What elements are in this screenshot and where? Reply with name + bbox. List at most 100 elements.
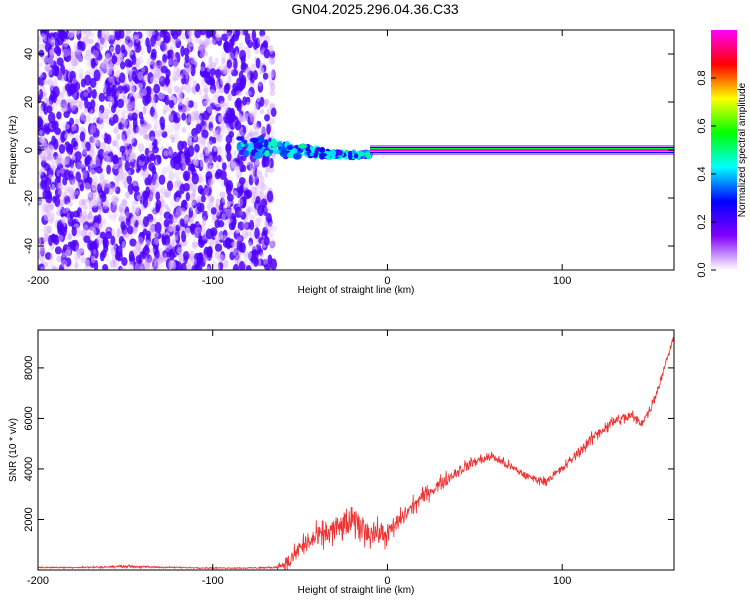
spectrogram-noise-cell [212, 36, 219, 45]
spectrogram-noise-cell [205, 98, 213, 106]
spectrogram-noise-cell [145, 240, 151, 246]
spectrogram-noise-cell [111, 185, 118, 192]
spectrogram-noise-cell [100, 37, 105, 45]
spectrogram-noise-cell [99, 173, 105, 180]
spectrogram-noise-cell [92, 127, 100, 139]
spectrogram-noise-cell [136, 82, 143, 92]
spectrogram-noise-cell [240, 55, 246, 65]
spectrogram-noise-cell [151, 174, 157, 186]
spectrogram-noise-cell [40, 255, 45, 264]
spectrogram-noise-cell [219, 211, 225, 220]
spectrogram-noise-cell [79, 183, 85, 192]
spectrogram-noise-cell [223, 84, 230, 95]
spectrogram-noise-cell [167, 225, 174, 237]
spectrogram-noise-cell [183, 60, 191, 69]
spectrogram-noise-cell [48, 32, 55, 41]
spectrogram-noise-cell [229, 46, 236, 59]
spectrogram-noise-cell [84, 258, 90, 268]
spectrogram-noise-cell [45, 66, 50, 73]
spectrogram-noise-cell [128, 69, 132, 76]
spectrogram-noise-cell [202, 93, 208, 99]
spectrogram-noise-cell [173, 112, 181, 124]
spectrogram-noise-cell [209, 68, 217, 76]
spectrogram-noise-cell [123, 118, 128, 127]
spectrogram-noise-cell [257, 36, 263, 45]
spectrogram-noise-cell [138, 78, 146, 90]
spectrogram-noise-cell [41, 154, 47, 163]
spectrogram-noise-cell [38, 157, 42, 165]
spectrogram-noise-cell [250, 168, 255, 178]
spectrogram-noise-cell [79, 211, 84, 218]
spectrogram-noise-cell [185, 261, 192, 270]
spectrogram-noise-cell [99, 231, 106, 239]
spectrogram-noise-cell [162, 191, 169, 198]
spectrogram-noise-cell [238, 109, 244, 118]
spectrogram-noise-cell [63, 123, 70, 130]
spectrogram-noise-cell [167, 49, 174, 61]
spectrogram-noise-cell [140, 261, 145, 270]
spectrogram-noise-cell [58, 143, 66, 154]
spectrogram-noise-cell [70, 50, 77, 60]
spectrogram-noise-cell [82, 209, 87, 220]
spectrogram-noise-cell [99, 173, 105, 180]
spectrogram-noise-cell [46, 167, 54, 179]
spectrogram-noise-cell [68, 190, 75, 198]
spectrogram-noise-cell [149, 153, 156, 162]
spectrogram-noise-cell [129, 238, 137, 247]
spectrogram-noise-cell [260, 190, 264, 199]
spectrogram-noise-cell [217, 261, 224, 270]
spectrogram-noise-cell [230, 241, 238, 247]
spectrogram-noise-cell [104, 253, 111, 263]
spectrogram-noise-cell [78, 248, 85, 256]
spectrogram-noise-cell [69, 98, 74, 107]
spectrogram-noise-cell [106, 63, 111, 70]
spectrogram-noise-cell [211, 240, 216, 246]
spectrogram-noise-cell [252, 107, 257, 118]
spectrogram-noise-cell [239, 209, 244, 216]
spectrogram-noise-cell [174, 38, 182, 49]
spectrogram-noise-cell [149, 182, 154, 192]
spectrogram-noise-cell [145, 133, 150, 141]
spectrogram-noise-cell [182, 161, 187, 171]
spectrogram-noise-cell [151, 256, 158, 264]
spectrogram-noise-cell [174, 173, 180, 179]
spectrogram-noise-cell [224, 65, 228, 76]
spectrogram-noise-cell [109, 46, 115, 53]
spectrogram-noise-cell [123, 138, 130, 147]
spectrogram-noise-cell [190, 57, 197, 65]
spectrogram-noise-cell [208, 151, 214, 163]
spectrogram-noise-cell [124, 118, 130, 129]
spectrogram-noise-cell [112, 163, 119, 170]
spectrogram-noise-cell [183, 106, 189, 115]
spectrogram-noise-cell [198, 176, 206, 183]
spectrogram-noise-cell [103, 30, 110, 37]
spectrogram-signal-cell [312, 152, 319, 159]
spectrogram-noise-cell [142, 121, 150, 130]
spectrogram-noise-cell [163, 218, 170, 228]
spectrogram-noise-cell [269, 50, 276, 59]
spectrogram-noise-cell [199, 158, 205, 168]
spectrogram-noise-cell [188, 206, 194, 219]
spectrogram-noise-cell [177, 97, 184, 107]
spectrogram-noise-cell [100, 62, 105, 68]
spectrogram-noise-cell [44, 252, 52, 260]
spectrogram-noise-cell [225, 143, 232, 152]
spectrogram-noise-cell [79, 247, 85, 253]
spectrogram-noise-cell [38, 43, 45, 51]
snr-frame [37, 329, 675, 571]
spectrogram-y-tick-label: 0 [23, 147, 35, 153]
spectrogram-noise-cell [66, 212, 71, 222]
spectrogram-noise-cell [247, 113, 255, 126]
spectrogram-noise-cell [138, 55, 144, 66]
spectrogram-noise-cell [115, 180, 120, 186]
spectrogram-noise-cell [69, 117, 75, 127]
spectrogram-noise-cell [104, 179, 109, 188]
spectrogram-noise-cell [219, 147, 226, 154]
spectrogram-noise-cell [166, 124, 174, 134]
spectrogram-noise-cell [268, 157, 274, 169]
spectrogram-noise-cell [191, 242, 199, 249]
snr-x-tick-label: -100 [202, 575, 224, 587]
spectrogram-noise-cell [138, 111, 144, 120]
spectrogram-noise-cell [117, 172, 124, 182]
spectrogram-noise-cell [227, 161, 232, 170]
